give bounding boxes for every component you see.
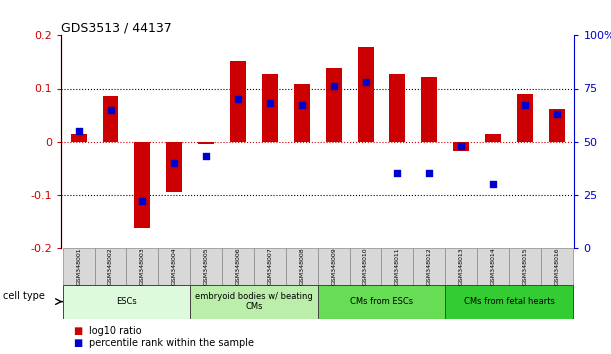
Point bbox=[520, 103, 530, 108]
Text: GSM348013: GSM348013 bbox=[459, 247, 464, 285]
Bar bbox=[485, 134, 501, 142]
Bar bbox=[190, 285, 318, 319]
Text: CMs from fetal hearts: CMs from fetal hearts bbox=[464, 297, 554, 306]
Bar bbox=[318, 285, 445, 319]
Bar bbox=[262, 74, 278, 142]
Text: GSM348015: GSM348015 bbox=[522, 247, 527, 285]
Text: percentile rank within the sample: percentile rank within the sample bbox=[89, 338, 254, 348]
Bar bbox=[103, 97, 119, 142]
Bar bbox=[198, 142, 214, 144]
Point bbox=[392, 171, 402, 176]
Bar bbox=[357, 47, 373, 142]
Text: ■: ■ bbox=[73, 338, 82, 348]
Bar bbox=[230, 61, 246, 142]
Bar bbox=[381, 248, 414, 285]
Bar bbox=[190, 248, 222, 285]
Bar bbox=[126, 248, 158, 285]
Point bbox=[74, 128, 84, 134]
Bar bbox=[541, 248, 573, 285]
Point bbox=[552, 111, 562, 117]
Point bbox=[106, 107, 115, 113]
Text: cell type: cell type bbox=[3, 291, 45, 301]
Point bbox=[137, 198, 147, 204]
Bar bbox=[326, 68, 342, 142]
Bar bbox=[294, 84, 310, 142]
Text: GSM348009: GSM348009 bbox=[331, 247, 336, 285]
Text: GSM348004: GSM348004 bbox=[172, 247, 177, 285]
Point bbox=[169, 160, 179, 166]
Bar bbox=[158, 248, 190, 285]
Text: GSM348001: GSM348001 bbox=[76, 247, 81, 285]
Text: GSM348005: GSM348005 bbox=[203, 247, 208, 285]
Text: CMs from ESCs: CMs from ESCs bbox=[350, 297, 413, 306]
Text: ■: ■ bbox=[73, 326, 82, 336]
Text: GSM348012: GSM348012 bbox=[427, 247, 432, 285]
Bar bbox=[254, 248, 286, 285]
Bar bbox=[349, 248, 381, 285]
Point bbox=[456, 143, 466, 149]
Point bbox=[488, 181, 498, 187]
Point bbox=[329, 84, 338, 89]
Bar bbox=[509, 248, 541, 285]
Bar bbox=[222, 248, 254, 285]
Point bbox=[360, 79, 370, 85]
Text: GSM348003: GSM348003 bbox=[140, 247, 145, 285]
Text: GSM348010: GSM348010 bbox=[363, 247, 368, 285]
Bar bbox=[445, 285, 573, 319]
Bar bbox=[286, 248, 318, 285]
Text: GSM348011: GSM348011 bbox=[395, 247, 400, 285]
Bar bbox=[477, 248, 509, 285]
Text: GSM348016: GSM348016 bbox=[554, 247, 559, 285]
Text: log10 ratio: log10 ratio bbox=[89, 326, 141, 336]
Bar bbox=[63, 285, 190, 319]
Point bbox=[425, 171, 434, 176]
Bar bbox=[95, 248, 126, 285]
Bar bbox=[63, 248, 95, 285]
Text: GSM348007: GSM348007 bbox=[268, 247, 273, 285]
Text: GSM348002: GSM348002 bbox=[108, 247, 113, 285]
Bar bbox=[414, 248, 445, 285]
Text: embryoid bodies w/ beating
CMs: embryoid bodies w/ beating CMs bbox=[195, 292, 313, 311]
Bar bbox=[134, 142, 150, 228]
Bar bbox=[166, 142, 182, 192]
Point bbox=[297, 103, 307, 108]
Point bbox=[265, 101, 275, 106]
Text: GSM348014: GSM348014 bbox=[491, 247, 496, 285]
Text: ESCs: ESCs bbox=[116, 297, 137, 306]
Bar bbox=[517, 94, 533, 142]
Bar bbox=[71, 134, 87, 142]
Text: GDS3513 / 44137: GDS3513 / 44137 bbox=[61, 21, 172, 34]
Bar bbox=[445, 248, 477, 285]
Bar bbox=[422, 77, 437, 142]
Bar bbox=[549, 109, 565, 142]
Text: GSM348006: GSM348006 bbox=[235, 247, 241, 285]
Bar bbox=[318, 248, 349, 285]
Bar bbox=[453, 142, 469, 151]
Point bbox=[233, 96, 243, 102]
Point bbox=[201, 154, 211, 159]
Text: GSM348008: GSM348008 bbox=[299, 247, 304, 285]
Bar bbox=[389, 74, 405, 142]
